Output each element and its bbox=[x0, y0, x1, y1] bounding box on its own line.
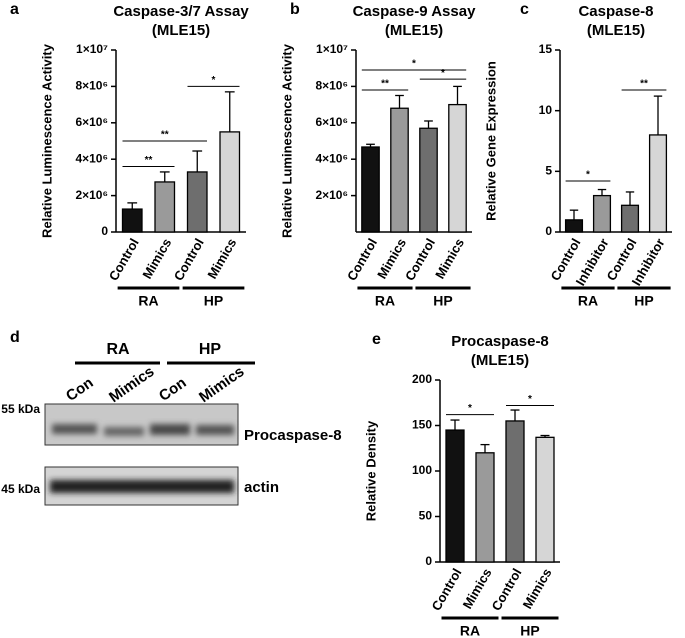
significance-label: ** bbox=[161, 130, 169, 141]
group-label: HP bbox=[520, 623, 539, 638]
bar bbox=[535, 436, 555, 563]
lane-label: Mimics bbox=[196, 363, 247, 406]
protein-label: Procaspase-8 bbox=[244, 427, 342, 444]
x-tick-label: Mimics bbox=[520, 566, 555, 612]
y-tick-label: 200 bbox=[412, 372, 432, 386]
y-axis-label: Relative Gene Expression bbox=[483, 61, 498, 221]
bar bbox=[419, 127, 438, 233]
bar bbox=[592, 194, 612, 233]
chart-title: (MLE15) bbox=[385, 22, 443, 39]
size-label: 55 kDa bbox=[1, 402, 40, 416]
bar bbox=[448, 103, 467, 233]
y-tick-label: 100 bbox=[412, 463, 432, 477]
chart-title: (MLE15) bbox=[587, 22, 645, 39]
group-label: RA bbox=[375, 293, 395, 309]
significance-label: * bbox=[212, 75, 216, 86]
y-tick-label: 15 bbox=[539, 42, 553, 56]
group-label: RA bbox=[106, 341, 130, 358]
bar bbox=[648, 134, 668, 233]
significance-label: * bbox=[412, 59, 416, 70]
size-label: 45 kDa bbox=[1, 482, 40, 496]
y-tick-label: 6×10⁶ bbox=[75, 115, 108, 129]
panel-letter: d bbox=[10, 329, 20, 346]
panel-letter: c bbox=[520, 1, 529, 18]
x-tick-label: Mimics bbox=[432, 236, 467, 282]
y-tick-label: 5 bbox=[545, 164, 552, 178]
y-tick-label: 1×10⁷ bbox=[316, 42, 348, 56]
protein-label: actin bbox=[244, 479, 279, 496]
significance-label: * bbox=[468, 403, 472, 414]
chart-title: Procaspase-8 bbox=[451, 333, 549, 350]
chart-title: (MLE15) bbox=[152, 22, 210, 39]
y-tick-label: 0 bbox=[425, 554, 432, 568]
significance-label: ** bbox=[640, 79, 648, 90]
x-tick-label: Control bbox=[344, 236, 380, 284]
y-tick-label: 4×10⁶ bbox=[315, 151, 348, 165]
significance-label: * bbox=[528, 394, 532, 405]
x-tick-label: Control bbox=[106, 236, 142, 284]
y-tick-label: 8×10⁶ bbox=[315, 79, 348, 93]
panel-letter: b bbox=[290, 1, 300, 18]
y-tick-label: 50 bbox=[419, 509, 433, 523]
y-tick-label: 4×10⁶ bbox=[75, 151, 108, 165]
x-tick-label: Control bbox=[171, 236, 207, 284]
bar bbox=[390, 107, 409, 233]
y-axis-label: Relative Luminescence Activity bbox=[39, 43, 54, 238]
chart-title: Caspase-3/7 Assay bbox=[113, 3, 249, 20]
lane-label: Con bbox=[63, 374, 97, 405]
y-tick-label: 0 bbox=[101, 224, 108, 238]
lane-label: Mimics bbox=[106, 363, 157, 406]
bar bbox=[475, 452, 495, 563]
group-label: RA bbox=[460, 623, 480, 638]
bar bbox=[564, 219, 584, 233]
lane-label: Con bbox=[156, 374, 190, 405]
y-tick-label: 8×10⁶ bbox=[75, 79, 108, 93]
bar bbox=[361, 146, 380, 233]
group-label: HP bbox=[204, 293, 223, 309]
blot-panel: d RA HP Con Mimics Con Mimics 55 kDa Pro… bbox=[1, 329, 342, 506]
significance-label: * bbox=[441, 68, 445, 79]
significance-label: ** bbox=[381, 79, 389, 90]
bar bbox=[620, 204, 640, 233]
significance-label: * bbox=[586, 170, 590, 181]
panel-letter: a bbox=[10, 1, 19, 18]
y-tick-label: 0 bbox=[545, 224, 552, 238]
bar bbox=[121, 208, 143, 233]
x-tick-label: Mimics bbox=[204, 236, 239, 282]
y-tick-label: 2×10⁶ bbox=[75, 188, 108, 202]
group-label: RA bbox=[578, 293, 598, 309]
chart-title: Caspase-8 bbox=[578, 3, 653, 20]
y-tick-label: 1×10⁷ bbox=[76, 42, 108, 56]
significance-label: ** bbox=[145, 155, 153, 166]
bands bbox=[50, 480, 234, 493]
bar bbox=[505, 420, 525, 563]
x-tick-label: Mimics bbox=[139, 236, 174, 282]
group-label: HP bbox=[433, 293, 452, 309]
chart-title: Caspase-9 Assay bbox=[353, 3, 477, 20]
bands bbox=[52, 424, 234, 436]
x-tick-label: Control bbox=[428, 566, 464, 614]
y-tick-label: 6×10⁶ bbox=[315, 115, 348, 129]
chart-title: (MLE15) bbox=[471, 352, 529, 369]
group-label: RA bbox=[138, 293, 158, 309]
bar bbox=[186, 171, 208, 233]
bar bbox=[219, 131, 241, 233]
y-tick-label: 150 bbox=[412, 418, 432, 432]
y-tick-label: 10 bbox=[539, 103, 553, 117]
y-tick-label: 2×10⁶ bbox=[315, 188, 348, 202]
y-axis-label: Relative Density bbox=[363, 420, 378, 521]
group-label: HP bbox=[634, 293, 653, 309]
panel-letter: e bbox=[372, 331, 381, 348]
y-axis-label: Relative Luminescence Activity bbox=[279, 43, 294, 238]
bar bbox=[154, 181, 176, 233]
bar bbox=[445, 429, 465, 563]
group-label: HP bbox=[199, 341, 222, 358]
